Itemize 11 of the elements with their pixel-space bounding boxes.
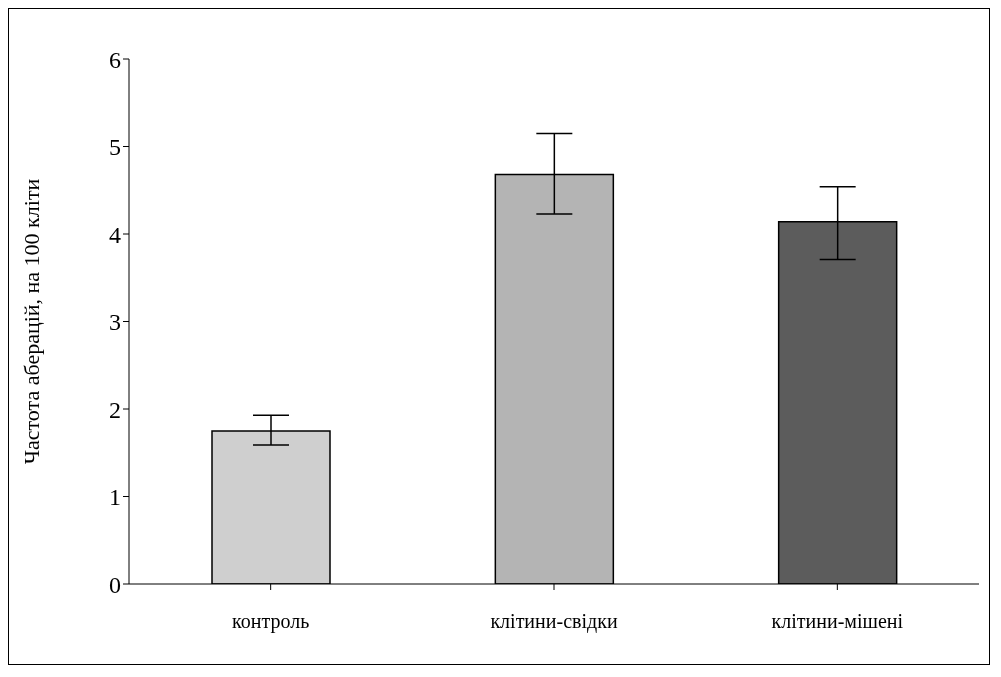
x-tick-label: клітини-мішені [771,610,904,633]
x-tick-label: контроль [232,610,310,634]
y-tick-label: 2 [109,396,121,423]
x-tick-label: клітини-свідки [490,610,618,634]
y-tick-label: 4 [109,221,121,248]
y-tick-label: 3 [109,309,121,336]
y-tick-label: 5 [109,134,121,161]
y-tick-label: 0 [109,571,121,598]
y-tick-label: 1 [109,484,121,511]
y-axis-title: Частота аберацій, на 100 кліти [18,178,44,465]
y-tick-label: 6 [109,46,121,73]
